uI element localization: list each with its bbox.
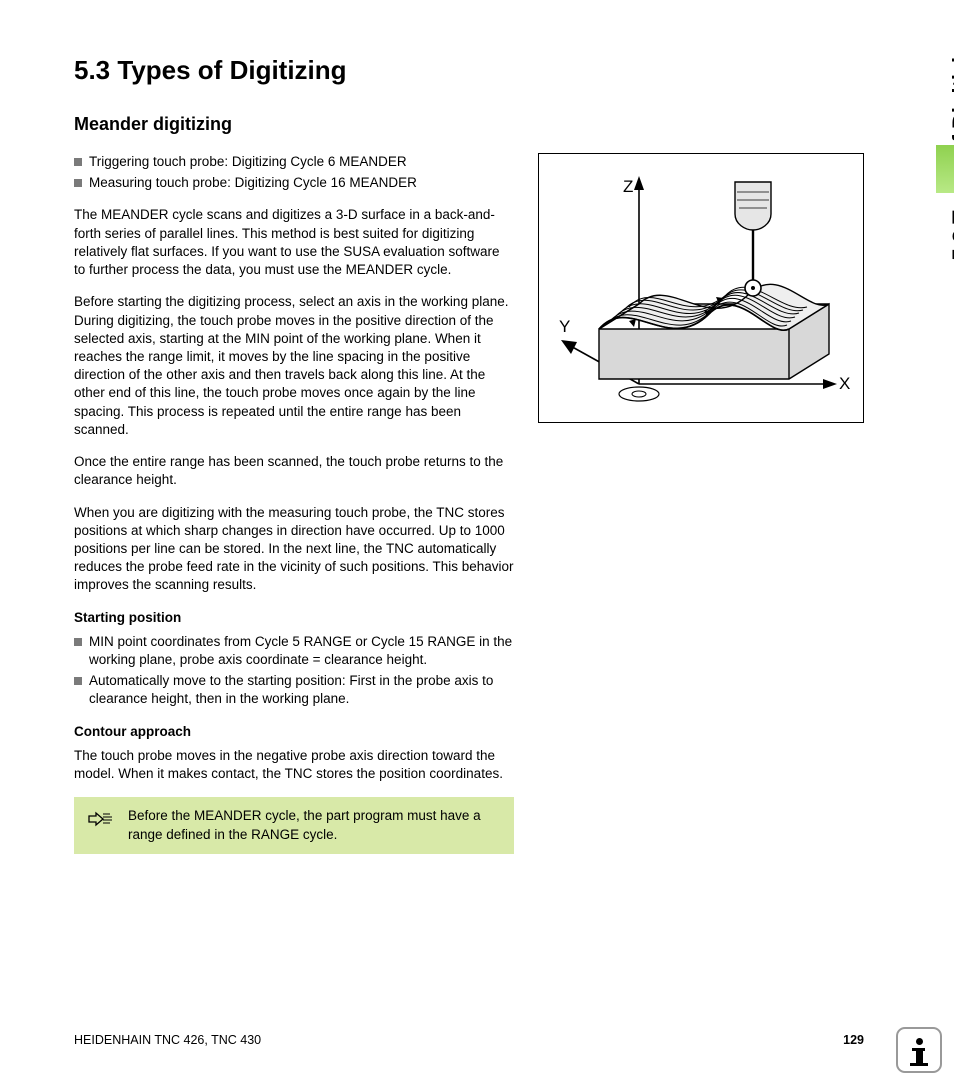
side-tab: 5.3 Types of Digitizing — [914, 30, 954, 420]
list-item: MIN point coordinates from Cycle 5 RANGE… — [74, 633, 514, 669]
info-button[interactable] — [896, 1027, 942, 1073]
list-item: Measuring touch probe: Digitizing Cycle … — [74, 174, 514, 192]
list-item: Automatically move to the starting posit… — [74, 672, 514, 708]
section-title: Meander digitizing — [74, 114, 864, 135]
bullet-icon — [74, 179, 82, 187]
subhead-starting-position: Starting position — [74, 609, 514, 627]
two-column-layout: Triggering touch probe: Digitizing Cycle… — [74, 153, 864, 854]
text-column: Triggering touch probe: Digitizing Cycle… — [74, 153, 514, 854]
list-item-text: Automatically move to the starting posit… — [89, 672, 514, 708]
page-number: 129 — [843, 1033, 864, 1047]
paragraph: The touch probe moves in the negative pr… — [74, 747, 514, 783]
note-hand-icon — [86, 807, 118, 843]
axis-y-label: Y — [559, 317, 570, 336]
figure-column: Z Y X — [538, 153, 864, 854]
list-item-text: Measuring touch probe: Digitizing Cycle … — [89, 174, 514, 192]
paragraph: The MEANDER cycle scans and digitizes a … — [74, 206, 514, 279]
list-item: Triggering touch probe: Digitizing Cycle… — [74, 153, 514, 171]
info-icon — [916, 1038, 923, 1045]
content: 5.3 Types of Digitizing Meander digitizi… — [74, 55, 864, 854]
side-tab-text: 5.3 Types of Digitizing — [948, 30, 954, 420]
paragraph: When you are digitizing with the measuri… — [74, 504, 514, 595]
bullet-icon — [74, 638, 82, 646]
bullet-icon — [74, 158, 82, 166]
note-box: Before the MEANDER cycle, the part progr… — [74, 797, 514, 853]
axis-x-label: X — [839, 374, 850, 393]
intro-bullets: Triggering touch probe: Digitizing Cycle… — [74, 153, 514, 192]
page: 5.3 Types of Digitizing 5.3 Types of Dig… — [0, 0, 954, 1091]
paragraph: Once the entire range has been scanned, … — [74, 453, 514, 489]
list-item-text: Triggering touch probe: Digitizing Cycle… — [89, 153, 514, 171]
list-item-text: MIN point coordinates from Cycle 5 RANGE… — [89, 633, 514, 669]
subhead-contour-approach: Contour approach — [74, 723, 514, 741]
note-text: Before the MEANDER cycle, the part progr… — [128, 807, 502, 843]
footer: HEIDENHAIN TNC 426, TNC 430 129 — [74, 1033, 864, 1047]
paragraph: Before starting the digitizing process, … — [74, 293, 514, 439]
page-title: 5.3 Types of Digitizing — [74, 55, 864, 86]
meander-diagram: Z Y X — [538, 153, 864, 423]
bullet-icon — [74, 677, 82, 685]
starting-position-bullets: MIN point coordinates from Cycle 5 RANGE… — [74, 633, 514, 709]
axis-z-label: Z — [623, 177, 633, 196]
footer-product: HEIDENHAIN TNC 426, TNC 430 — [74, 1033, 261, 1047]
